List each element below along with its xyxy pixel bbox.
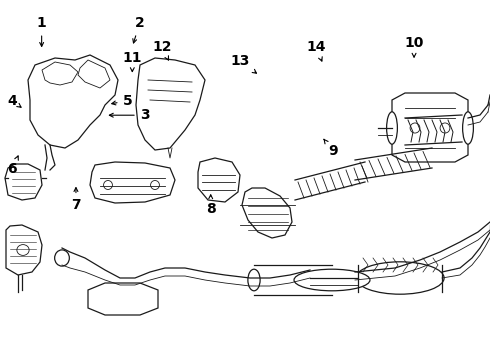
Polygon shape (78, 60, 110, 88)
Text: 6: 6 (7, 156, 18, 176)
Polygon shape (90, 162, 175, 203)
Ellipse shape (103, 180, 112, 189)
Text: 8: 8 (206, 195, 216, 216)
Text: 11: 11 (122, 51, 142, 72)
Ellipse shape (150, 180, 159, 189)
Text: 3: 3 (109, 108, 149, 122)
Text: 1: 1 (37, 17, 47, 46)
Ellipse shape (356, 262, 444, 294)
Ellipse shape (55, 250, 70, 266)
Polygon shape (88, 283, 158, 315)
Text: 4: 4 (7, 94, 21, 108)
Ellipse shape (440, 123, 450, 133)
Polygon shape (42, 62, 78, 85)
Text: 2: 2 (133, 17, 145, 43)
Ellipse shape (463, 112, 473, 144)
Text: 7: 7 (71, 188, 81, 212)
Text: 9: 9 (324, 139, 338, 158)
Ellipse shape (410, 123, 420, 133)
Ellipse shape (248, 269, 260, 291)
Ellipse shape (387, 112, 397, 144)
Polygon shape (198, 158, 240, 202)
Text: 14: 14 (306, 40, 326, 61)
Text: 10: 10 (404, 36, 424, 57)
Polygon shape (5, 164, 42, 200)
Ellipse shape (294, 269, 370, 291)
Text: 13: 13 (230, 54, 256, 73)
Polygon shape (6, 225, 42, 275)
Polygon shape (242, 188, 292, 238)
Polygon shape (392, 93, 468, 162)
Text: 5: 5 (112, 94, 132, 108)
Polygon shape (136, 58, 205, 150)
Ellipse shape (17, 244, 29, 255)
Text: 12: 12 (152, 40, 172, 60)
Polygon shape (28, 55, 118, 148)
